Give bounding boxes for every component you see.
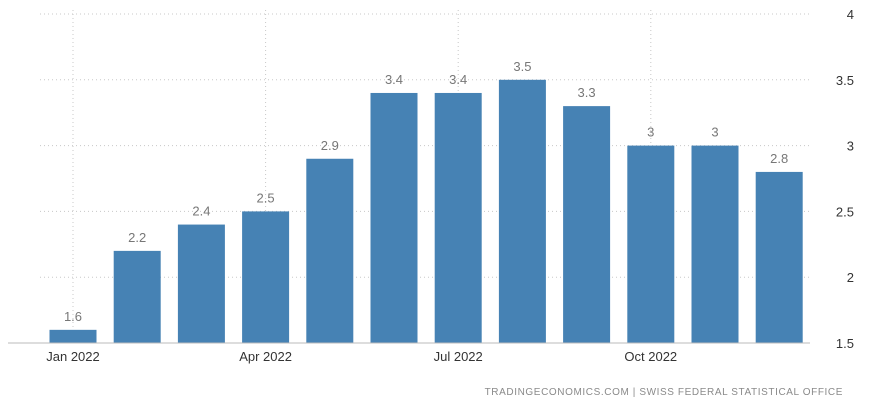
bars <box>49 79 803 344</box>
bar-value-label: 2.8 <box>770 151 788 166</box>
bar-value-label: 3.3 <box>578 85 596 100</box>
bar-value-label: 3.4 <box>385 72 403 87</box>
bar <box>563 106 611 344</box>
x-tick-label: Jan 2022 <box>46 349 100 364</box>
bar-value-label: 3 <box>711 125 718 140</box>
bar <box>498 79 546 344</box>
bar <box>306 158 354 343</box>
x-tick-label: Apr 2022 <box>239 349 292 364</box>
bar <box>113 250 161 343</box>
y-tick-label: 1.5 <box>836 336 854 351</box>
bar <box>755 171 803 343</box>
bar-value-label: 3 <box>647 125 654 140</box>
y-tick-label: 2 <box>847 270 854 285</box>
bar <box>177 224 225 343</box>
y-tick-label: 4 <box>847 7 854 22</box>
bar-value-label: 3.5 <box>513 59 531 74</box>
x-axis: Jan 2022 Apr 2022 Jul 2022 Oct 2022 <box>8 342 810 364</box>
bar <box>370 92 418 344</box>
y-tick-label: 3 <box>847 139 854 154</box>
bar <box>691 145 739 343</box>
bar-value-label: 2.5 <box>257 190 275 205</box>
y-axis: 1.5 2 2.5 3 3.5 4 <box>836 7 854 351</box>
bar-value-label: 3.4 <box>449 72 467 87</box>
x-tick-label: Jul 2022 <box>434 349 483 364</box>
y-tick-label: 2.5 <box>836 204 854 219</box>
bar-value-label: 2.4 <box>192 204 210 219</box>
y-tick-label: 3.5 <box>836 73 854 88</box>
bar-value-label: 2.2 <box>128 230 146 245</box>
bar <box>627 145 675 343</box>
x-tick-label: Oct 2022 <box>624 349 677 364</box>
source-credit: TRADINGECONOMICS.COM | SWISS FEDERAL STA… <box>484 387 843 398</box>
bar <box>49 329 97 343</box>
bar-value-label: 1.6 <box>64 309 82 324</box>
value-labels: 1.6 2.2 2.4 2.5 2.9 3.4 3.4 3.5 3.3 3 3 2.8 <box>64 59 788 324</box>
grid-lines <box>40 10 810 343</box>
bar <box>434 92 482 344</box>
bar-value-label: 2.9 <box>321 138 339 153</box>
bar <box>242 211 290 343</box>
